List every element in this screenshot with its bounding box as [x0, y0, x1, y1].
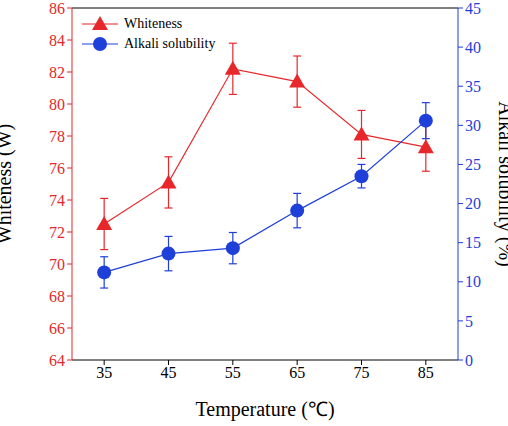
svg-text:25: 25 [465, 156, 481, 173]
svg-text:68: 68 [49, 288, 65, 305]
svg-text:Alkali solubility (%): Alkali solubility (%) [494, 101, 500, 267]
svg-text:64: 64 [49, 352, 65, 369]
svg-text:86: 86 [49, 0, 65, 17]
svg-text:55: 55 [225, 364, 241, 381]
svg-text:35: 35 [96, 364, 112, 381]
html-text:Whiteness: Whiteness [124, 16, 183, 31]
svg-text:75: 75 [354, 364, 370, 381]
svg-text:84: 84 [49, 32, 65, 49]
svg-text:66: 66 [49, 320, 65, 337]
svg-text:10: 10 [465, 273, 481, 290]
svg-text:45: 45 [161, 364, 177, 381]
svg-text:30: 30 [465, 117, 481, 134]
svg-text:5: 5 [465, 313, 473, 330]
svg-text:82: 82 [49, 64, 65, 81]
svg-text:35: 35 [465, 78, 481, 95]
svg-text:45: 45 [465, 0, 481, 17]
svg-text:85: 85 [418, 364, 434, 381]
html-text:Alkali solubility: Alkali solubility [124, 36, 216, 51]
svg-text:70: 70 [49, 256, 65, 273]
svg-text:0: 0 [465, 352, 473, 369]
svg-text:Whiteness (W): Whiteness (W) [8, 124, 16, 245]
svg-text:74: 74 [49, 192, 65, 209]
svg-text:65: 65 [289, 364, 305, 381]
svg-text:78: 78 [49, 128, 65, 145]
svg-text:40: 40 [465, 39, 481, 56]
svg-text:20: 20 [465, 195, 481, 212]
svg-text:Temperature (℃): Temperature (℃) [195, 398, 334, 421]
svg-text:80: 80 [49, 96, 65, 113]
svg-text:72: 72 [49, 224, 65, 241]
svg-text:15: 15 [465, 234, 481, 251]
svg-text:76: 76 [49, 160, 65, 177]
